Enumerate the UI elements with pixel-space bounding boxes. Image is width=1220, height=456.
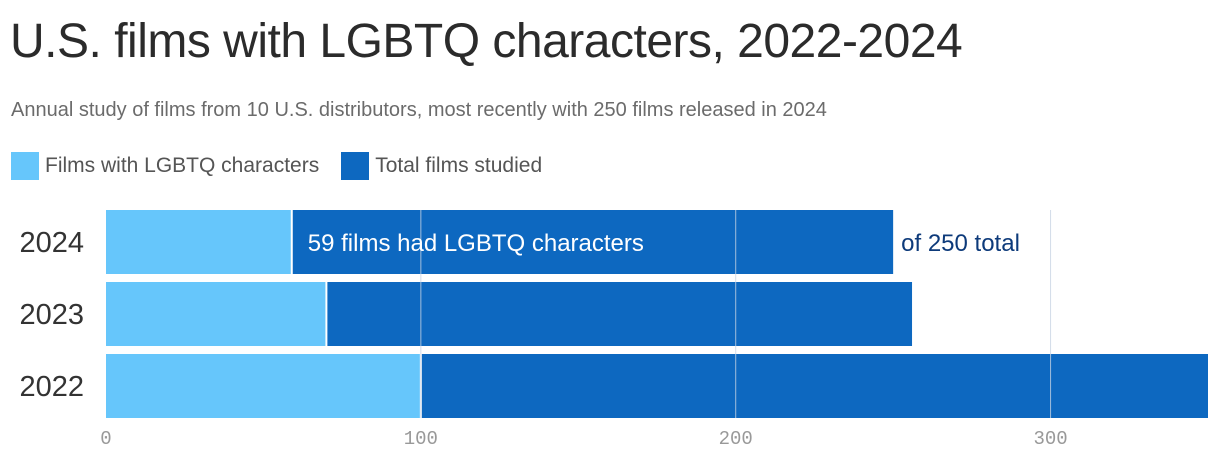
chart-subtitle: Annual study of films from 10 U.S. distr… bbox=[11, 99, 827, 121]
gridlines bbox=[420, 210, 1052, 418]
x-tick-label-100: 100 bbox=[404, 428, 438, 450]
legend-item-total: Total films studied bbox=[341, 152, 542, 180]
x-tick-label-200: 200 bbox=[719, 428, 753, 450]
legend-item-lgbtq: Films with LGBTQ characters bbox=[11, 152, 319, 180]
bars bbox=[106, 210, 1208, 418]
chart-title: U.S. films with LGBTQ characters, 2022-2… bbox=[10, 15, 963, 68]
x-tick-label-0: 0 bbox=[100, 428, 111, 450]
annotation-inside-2024: 59 films had LGBTQ characters bbox=[308, 230, 644, 257]
legend-label-lgbtq: Films with LGBTQ characters bbox=[45, 154, 320, 177]
category-label-2022: 2022 bbox=[19, 371, 84, 403]
bar-lgbtq-2022 bbox=[106, 354, 421, 418]
legend-swatch-total bbox=[341, 152, 370, 180]
legend: Films with LGBTQ characters Total films … bbox=[11, 152, 564, 180]
bar-lgbtq-2024 bbox=[106, 210, 292, 274]
x-tick-label-300: 300 bbox=[1033, 428, 1067, 450]
annotation-outside-2024: of 250 total bbox=[901, 230, 1020, 257]
labels: 2024 2023 2022 0 100 200 300 59 films had LGBTQ… bbox=[19, 227, 1067, 450]
category-label-2023: 2023 bbox=[19, 299, 84, 331]
category-label-2024: 2024 bbox=[19, 227, 84, 259]
bar-lgbtq-2023 bbox=[106, 282, 327, 346]
legend-label-total: Total films studied bbox=[375, 154, 543, 177]
legend-swatch-lgbtq bbox=[11, 152, 39, 180]
